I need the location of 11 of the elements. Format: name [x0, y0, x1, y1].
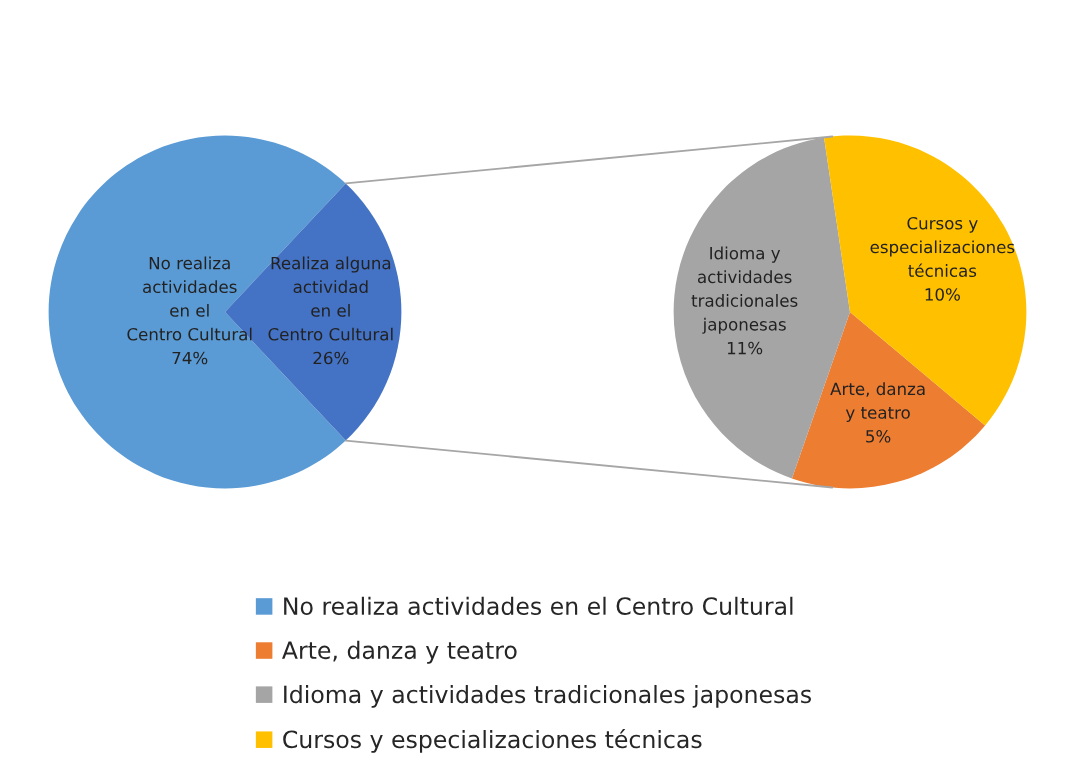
pie-slice — [824, 135, 1027, 426]
data-label: Arte, danza y teatro 5% — [830, 382, 925, 443]
data-label: Realiza alguna actividad en el Centro Cultural 26% — [268, 256, 393, 365]
legend-label: No realiza actividades en el Centro Cultural — [284, 596, 793, 616]
pie-slice — [791, 312, 986, 489]
legend-label: Arte, danza y teatro — [282, 640, 517, 664]
data-label: Idioma y actividades tradicionales japonesas 11% — [691, 246, 798, 355]
legend-label: Idioma y actividades tradicionales japonesas — [284, 684, 811, 708]
legend-label: Cursos y especializaciones técnicas — [283, 729, 702, 753]
data-label: No realiza actividades en el Centro Cultural 74% — [127, 256, 252, 365]
data-label: Cursos y especializaciones técnicas 10% — [870, 216, 1015, 301]
